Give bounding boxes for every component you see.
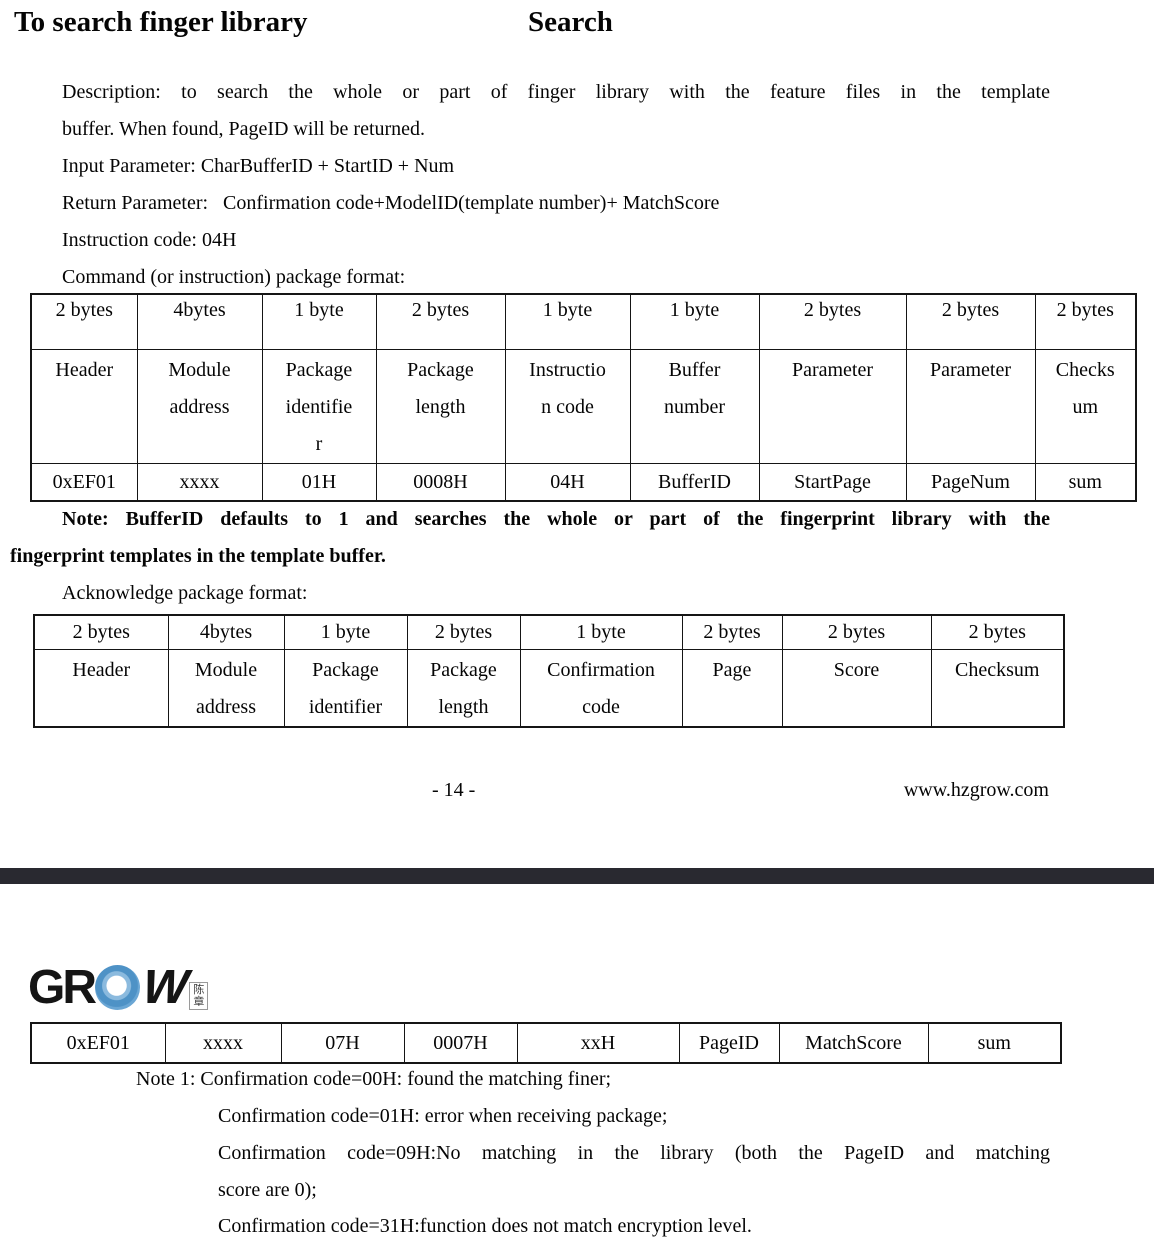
table-cell: 1 byte (261, 293, 377, 350)
table-cell: 1 byte (519, 614, 683, 650)
table-cell: 2 bytes (33, 614, 169, 650)
bufferid-note-line-1: Note: BufferID defaults to 1 and searche… (62, 508, 1050, 530)
table-cell: 01H (261, 462, 377, 502)
table-cell: 1 byte (504, 293, 631, 350)
instruction-code-line: Instruction code: 04H (62, 229, 237, 251)
confirmation-note-1: Note 1: Confirmation code=00H: found the… (136, 1068, 612, 1090)
table-cell: 2 bytes (681, 614, 783, 650)
command-name-title: Search (528, 6, 613, 38)
grow-logo: GR W 陈章 (28, 960, 209, 1015)
table-cell: 2 bytes (758, 293, 907, 350)
globe-icon (95, 965, 140, 1010)
confirmation-note-2: Confirmation code=01H: error when receiv… (218, 1105, 668, 1127)
table-cell: 2 bytes (905, 293, 1036, 350)
table-cell: xxH (516, 1022, 680, 1064)
table-cell: Header (30, 348, 138, 464)
table-cell: 1 byte (629, 293, 760, 350)
table-cell: 2 bytes (406, 614, 521, 650)
table-cell: MatchScore (778, 1022, 929, 1064)
description-line-1: Description: to search the whole or part… (62, 81, 1050, 103)
logo-text-gr: GR (28, 961, 97, 1014)
table-cell: 2 bytes (375, 293, 506, 350)
table-cell: 0xEF01 (30, 1022, 166, 1064)
table-cell: Confirmation code (519, 648, 683, 727)
table-cell: 4bytes (167, 614, 285, 650)
confirmation-note-4: Confirmation code=31H:function does not … (218, 1215, 752, 1237)
table-cell: Package identifier (283, 648, 408, 727)
ack-table-caption: Acknowledge package format: (62, 582, 308, 604)
table-cell: Parameter (905, 348, 1036, 464)
table-cell: Checksum (930, 648, 1065, 727)
input-parameter-line: Input Parameter: CharBufferID + StartID … (62, 155, 455, 177)
logo-text-w: W (135, 961, 193, 1014)
return-parameter-line: Return Parameter: Confirmation code+Mode… (62, 192, 720, 214)
table-cell: Module address (136, 348, 263, 464)
table-cell: xxxx (164, 1022, 282, 1064)
table-cell: Package length (406, 648, 521, 727)
table-cell: sum (1034, 462, 1137, 502)
table-cell: Checks um (1034, 348, 1137, 464)
page-number: - 14 - (432, 779, 476, 801)
table-cell: sum (927, 1022, 1062, 1064)
table-cell: 0008H (375, 462, 506, 502)
table-cell: 0007H (403, 1022, 518, 1064)
section-title: To search finger library (14, 6, 308, 38)
table-cell: Buffer number (629, 348, 760, 464)
table-cell: BufferID (629, 462, 760, 502)
table-cell: 2 bytes (1034, 293, 1137, 350)
table-cell: xxxx (136, 462, 263, 502)
table-cell: Header (33, 648, 169, 727)
table-cell: 2 bytes (930, 614, 1065, 650)
table-cell: 04H (504, 462, 631, 502)
table-cell: Instructio n code (504, 348, 631, 464)
table-cell: 2 bytes (30, 293, 138, 350)
table-cell: 07H (280, 1022, 405, 1064)
description-line-2: buffer. When found, PageID will be retur… (62, 118, 426, 140)
table-cell: StartPage (758, 462, 907, 502)
seal-stamp-icon: 陈章 (189, 981, 209, 1010)
ack-values-table: 0xEF01 xxxx 07H 0007H xxH PageID MatchSc… (30, 1022, 1062, 1064)
command-package-table: 2 bytes 4bytes 1 byte 2 bytes 1 byte 1 b… (30, 293, 1137, 502)
table-cell: Module address (167, 648, 285, 727)
confirmation-note-3-cont: score are 0); (218, 1179, 317, 1201)
table-cell: Score (781, 648, 932, 727)
command-table-caption: Command (or instruction) package format: (62, 266, 406, 288)
table-cell: Package identifie r (261, 348, 377, 464)
table-cell: 0xEF01 (30, 462, 138, 502)
table-cell: 2 bytes (781, 614, 932, 650)
ack-package-table: 2 bytes 4bytes 1 byte 2 bytes 1 byte 2 b… (33, 614, 1065, 728)
table-cell: PageID (678, 1022, 780, 1064)
table-cell: 4bytes (136, 293, 263, 350)
bufferid-note-line-2: fingerprint templates in the template bu… (10, 545, 386, 567)
table-cell: PageNum (905, 462, 1036, 502)
table-cell: 1 byte (283, 614, 408, 650)
page-divider-bar (0, 868, 1154, 884)
table-cell: Package length (375, 348, 506, 464)
confirmation-note-3: Confirmation code=09H:No matching in the… (218, 1142, 1050, 1164)
website-text: www.hzgrow.com (903, 779, 1049, 801)
table-cell: Parameter (758, 348, 907, 464)
table-cell: Page (681, 648, 783, 727)
